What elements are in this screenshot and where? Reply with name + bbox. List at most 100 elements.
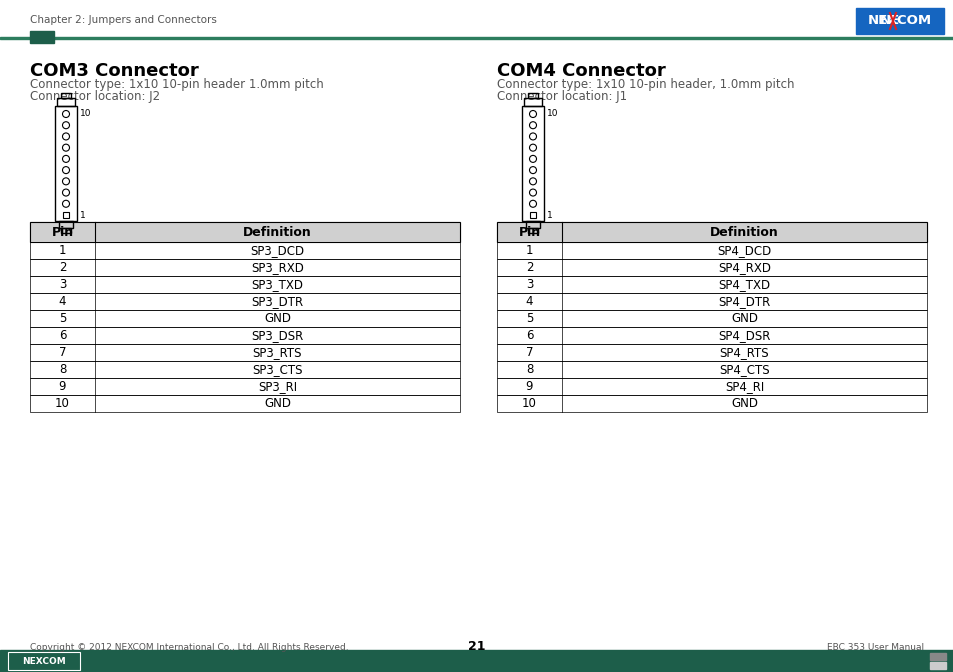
- Bar: [30, 327, 459, 344]
- Text: SP4_TXD: SP4_TXD: [718, 278, 770, 291]
- Text: 10: 10: [80, 110, 91, 118]
- Bar: [30, 361, 459, 378]
- Bar: [30, 310, 459, 327]
- Text: 1: 1: [525, 244, 533, 257]
- Bar: [497, 259, 926, 276]
- Bar: [59, 221, 73, 228]
- Bar: [523, 98, 541, 106]
- Text: 3: 3: [59, 278, 66, 291]
- Bar: [497, 344, 926, 361]
- Text: SP3_DTR: SP3_DTR: [252, 295, 303, 308]
- Text: Pin: Pin: [517, 226, 540, 239]
- Text: Connector type: 1x10 10-pin header 1.0mm pitch: Connector type: 1x10 10-pin header 1.0mm…: [30, 78, 323, 91]
- Text: SP4_CTS: SP4_CTS: [719, 363, 769, 376]
- Bar: [497, 222, 926, 242]
- Bar: [30, 242, 459, 259]
- Bar: [30, 259, 459, 276]
- Text: 8: 8: [59, 363, 66, 376]
- Bar: [497, 293, 926, 310]
- Text: SP3_TXD: SP3_TXD: [252, 278, 303, 291]
- Bar: [929, 662, 945, 669]
- Text: SP4_RI: SP4_RI: [724, 380, 763, 393]
- Text: 9: 9: [59, 380, 66, 393]
- Bar: [30, 31, 54, 43]
- Bar: [30, 276, 459, 293]
- Text: Chapter 2: Jumpers and Connectors: Chapter 2: Jumpers and Connectors: [30, 15, 216, 25]
- Text: 10: 10: [521, 397, 537, 410]
- Text: 3: 3: [525, 278, 533, 291]
- Text: SP4_DSR: SP4_DSR: [718, 329, 770, 342]
- Text: 5: 5: [59, 312, 66, 325]
- Text: Definition: Definition: [709, 226, 778, 239]
- Bar: [521, 106, 543, 221]
- Text: SP4_DCD: SP4_DCD: [717, 244, 771, 257]
- Bar: [527, 93, 537, 98]
- Text: SP3_DCD: SP3_DCD: [251, 244, 304, 257]
- Text: GND: GND: [730, 312, 758, 325]
- Text: EBC 353 User Manual: EBC 353 User Manual: [826, 642, 923, 651]
- Text: 8: 8: [525, 363, 533, 376]
- Text: GND: GND: [264, 312, 291, 325]
- Bar: [497, 242, 926, 259]
- Text: 6: 6: [525, 329, 533, 342]
- Bar: [30, 293, 459, 310]
- Bar: [530, 212, 536, 218]
- Bar: [63, 212, 69, 218]
- Text: SP3_DSR: SP3_DSR: [251, 329, 303, 342]
- Bar: [30, 259, 459, 276]
- Bar: [30, 242, 459, 259]
- Text: 9: 9: [525, 380, 533, 393]
- Text: Connector location: J2: Connector location: J2: [30, 90, 160, 103]
- Text: SP3_RXD: SP3_RXD: [251, 261, 304, 274]
- Bar: [497, 378, 926, 395]
- Text: 1: 1: [59, 244, 66, 257]
- Text: SP4_RXD: SP4_RXD: [718, 261, 770, 274]
- Bar: [30, 344, 459, 361]
- Bar: [55, 106, 77, 221]
- Bar: [30, 222, 459, 242]
- Text: 7: 7: [525, 346, 533, 359]
- Bar: [497, 259, 926, 276]
- Bar: [497, 310, 926, 327]
- Bar: [30, 378, 459, 395]
- Text: SP4_DTR: SP4_DTR: [718, 295, 770, 308]
- Bar: [30, 222, 459, 242]
- Bar: [497, 395, 926, 412]
- Text: NEXCOM: NEXCOM: [22, 657, 66, 665]
- Text: 6: 6: [59, 329, 66, 342]
- Bar: [497, 361, 926, 378]
- Bar: [497, 378, 926, 395]
- Text: SP4_RTS: SP4_RTS: [719, 346, 768, 359]
- Text: 1: 1: [546, 210, 552, 220]
- Text: 4: 4: [59, 295, 66, 308]
- Bar: [497, 327, 926, 344]
- Bar: [30, 293, 459, 310]
- Bar: [497, 344, 926, 361]
- Bar: [929, 653, 945, 660]
- Text: Copyright © 2012 NEXCOM International Co., Ltd. All Rights Reserved.: Copyright © 2012 NEXCOM International Co…: [30, 642, 348, 651]
- Bar: [497, 276, 926, 293]
- Text: 5: 5: [525, 312, 533, 325]
- Text: SP3_CTS: SP3_CTS: [252, 363, 302, 376]
- Bar: [497, 293, 926, 310]
- Bar: [855, 8, 943, 34]
- Bar: [0, 36, 953, 39]
- Text: SP3_RI: SP3_RI: [257, 380, 296, 393]
- Text: COM4 Connector: COM4 Connector: [497, 62, 665, 80]
- Bar: [30, 395, 459, 412]
- Bar: [497, 310, 926, 327]
- Bar: [0, 650, 953, 672]
- Text: 2: 2: [525, 261, 533, 274]
- Bar: [497, 222, 926, 242]
- Bar: [30, 310, 459, 327]
- Text: GND: GND: [264, 397, 291, 410]
- Bar: [497, 242, 926, 259]
- Text: 21: 21: [468, 640, 485, 653]
- Bar: [57, 98, 75, 106]
- Bar: [30, 361, 459, 378]
- Bar: [497, 395, 926, 412]
- Text: NEXCOM: NEXCOM: [867, 15, 931, 28]
- Bar: [30, 327, 459, 344]
- Bar: [30, 395, 459, 412]
- Text: COM3 Connector: COM3 Connector: [30, 62, 198, 80]
